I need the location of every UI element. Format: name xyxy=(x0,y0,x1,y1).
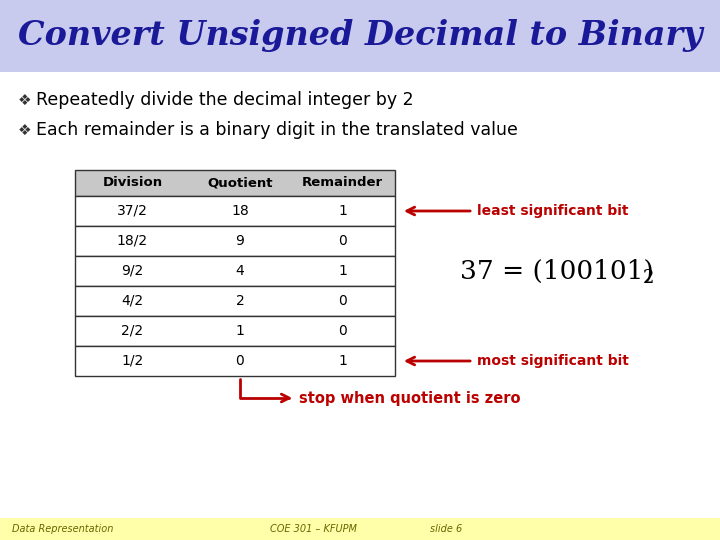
Text: 0: 0 xyxy=(235,354,244,368)
Text: ❖: ❖ xyxy=(18,92,32,107)
Bar xyxy=(75,226,395,256)
Text: Division: Division xyxy=(102,177,163,190)
Text: 4/2: 4/2 xyxy=(122,294,143,308)
Text: 4: 4 xyxy=(235,264,244,278)
Text: 9: 9 xyxy=(235,234,244,248)
Text: Data Representation: Data Representation xyxy=(12,524,113,534)
Text: 2: 2 xyxy=(235,294,244,308)
Text: 18: 18 xyxy=(231,204,249,218)
Text: 1: 1 xyxy=(338,204,347,218)
Text: 1/2: 1/2 xyxy=(122,354,143,368)
Bar xyxy=(75,196,395,226)
Text: 0: 0 xyxy=(338,294,347,308)
Bar xyxy=(75,256,395,286)
Text: 1: 1 xyxy=(235,324,244,338)
Text: Remainder: Remainder xyxy=(302,177,383,190)
Bar xyxy=(75,286,395,316)
Text: most significant bit: most significant bit xyxy=(477,354,629,368)
Text: stop when quotient is zero: stop when quotient is zero xyxy=(299,390,521,406)
Text: 9/2: 9/2 xyxy=(122,264,143,278)
Text: 0: 0 xyxy=(338,234,347,248)
Bar xyxy=(0,0,720,72)
Text: least significant bit: least significant bit xyxy=(477,204,629,218)
Text: 0: 0 xyxy=(338,324,347,338)
Text: Repeatedly divide the decimal integer by 2: Repeatedly divide the decimal integer by… xyxy=(36,91,413,109)
Text: 1: 1 xyxy=(338,354,347,368)
Text: 1: 1 xyxy=(338,264,347,278)
Text: COE 301 – KFUPM: COE 301 – KFUPM xyxy=(270,524,357,534)
Text: Quotient: Quotient xyxy=(207,177,273,190)
Text: 2: 2 xyxy=(643,269,654,287)
Text: ❖: ❖ xyxy=(18,123,32,138)
Text: 37 = (100101): 37 = (100101) xyxy=(460,259,654,284)
Bar xyxy=(75,316,395,346)
Bar xyxy=(75,346,395,376)
Text: Each remainder is a binary digit in the translated value: Each remainder is a binary digit in the … xyxy=(36,121,518,139)
Text: 37/2: 37/2 xyxy=(117,204,148,218)
Bar xyxy=(0,518,720,540)
Text: slide 6: slide 6 xyxy=(430,524,462,534)
Text: 2/2: 2/2 xyxy=(122,324,143,338)
Text: Convert Unsigned Decimal to Binary: Convert Unsigned Decimal to Binary xyxy=(18,19,703,52)
Bar xyxy=(75,170,395,196)
Text: 18/2: 18/2 xyxy=(117,234,148,248)
